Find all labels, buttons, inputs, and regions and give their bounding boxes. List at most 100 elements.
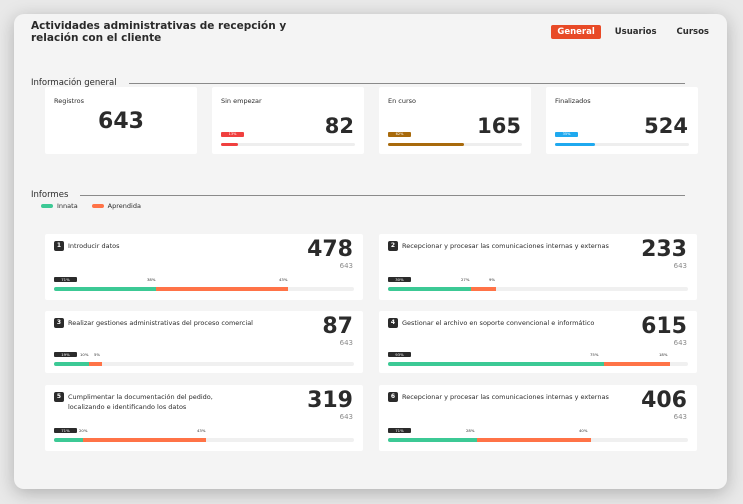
stat-value: 524 bbox=[644, 114, 688, 138]
aprendida-percent: 18% bbox=[659, 352, 668, 357]
percent-badge: 13% bbox=[221, 132, 244, 137]
aprendida-percent: 43% bbox=[279, 277, 288, 282]
report-total: 643 bbox=[673, 339, 687, 347]
report-header: 5 Cumplimentar la documentación del pedi… bbox=[54, 392, 294, 412]
innata-percent: 20% bbox=[79, 428, 88, 433]
report-header: 2 Recepcionar y procesar las comunicacio… bbox=[388, 241, 628, 251]
report-name: Recepcionar y procesar las comunicacione… bbox=[402, 393, 609, 401]
innata-percent: 38% bbox=[147, 277, 156, 282]
legend-swatch bbox=[41, 204, 53, 208]
legend-item-innata: Innata bbox=[41, 202, 78, 210]
report-value: 87 bbox=[322, 314, 353, 339]
report-header: 6 Recepcionar y procesar las comunicacio… bbox=[388, 392, 628, 402]
progress-track bbox=[388, 287, 688, 291]
report-number: 2 bbox=[388, 241, 398, 251]
progress-track bbox=[54, 287, 354, 291]
innata-segment bbox=[54, 438, 83, 442]
percent-badge: 19% bbox=[54, 352, 77, 357]
aprendida-segment bbox=[470, 287, 496, 291]
stat-label: Finalizados bbox=[555, 97, 591, 105]
legend-swatch bbox=[91, 204, 104, 208]
tab-bar: General Usuarios Cursos bbox=[551, 25, 715, 39]
progress-fill bbox=[555, 143, 596, 146]
stat-card-registros: Registros 643 bbox=[45, 87, 197, 154]
report-card-6[interactable]: 6 Recepcionar y procesar las comunicacio… bbox=[379, 385, 697, 451]
aprendida-percent: 43% bbox=[197, 428, 206, 433]
report-card-1[interactable]: 1 Introducir datos 478 643 71% 38% 43% bbox=[45, 234, 363, 300]
report-total: 643 bbox=[339, 413, 353, 421]
aprendida-segment bbox=[88, 362, 102, 366]
innata-segment bbox=[54, 287, 156, 291]
stat-label: En curso bbox=[388, 97, 417, 105]
progress-fill bbox=[388, 143, 465, 146]
report-name: Cumplimentar la documentación del pedido… bbox=[68, 393, 213, 411]
report-value: 478 bbox=[307, 237, 353, 262]
innata-segment bbox=[54, 362, 89, 366]
report-card-5[interactable]: 5 Cumplimentar la documentación del pedi… bbox=[45, 385, 363, 451]
report-value: 233 bbox=[641, 237, 687, 262]
stat-label: Registros bbox=[54, 97, 84, 105]
report-total: 643 bbox=[339, 339, 353, 347]
progress-track bbox=[388, 362, 688, 366]
innata-segment bbox=[388, 438, 477, 442]
report-number: 5 bbox=[54, 392, 64, 402]
percent-badge: 71% bbox=[388, 428, 411, 433]
report-card-3[interactable]: 3 Realizar gestiones administrativas del… bbox=[45, 311, 363, 373]
stat-value: 82 bbox=[324, 114, 354, 138]
report-name: Introducir datos bbox=[68, 242, 120, 250]
report-total: 643 bbox=[339, 262, 353, 270]
tab-usuarios[interactable]: Usuarios bbox=[614, 27, 657, 37]
report-header: 4 Gestionar el archivo en soporte conven… bbox=[388, 318, 628, 328]
page-title: Actividades administrativas de recepción… bbox=[31, 20, 287, 44]
stat-card-finalizados: Finalizados 524 35% bbox=[546, 87, 698, 154]
percent-badge: 71% bbox=[54, 277, 77, 282]
innata-percent: 27% bbox=[461, 277, 470, 282]
stat-value: 643 bbox=[98, 109, 144, 134]
aprendida-segment bbox=[156, 287, 288, 291]
progress-track bbox=[54, 438, 354, 442]
report-header: 1 Introducir datos bbox=[54, 241, 294, 251]
percent-badge: 35% bbox=[555, 132, 578, 137]
aprendida-percent: 5% bbox=[94, 352, 101, 357]
report-value: 319 bbox=[307, 388, 353, 413]
tab-general[interactable]: General bbox=[551, 25, 601, 39]
innata-percent: 75% bbox=[590, 352, 599, 357]
section-title: Informes bbox=[31, 190, 69, 200]
innata-segment bbox=[388, 362, 604, 366]
report-name: Gestionar el archivo en soporte convenci… bbox=[402, 319, 595, 327]
report-name: Realizar gestiones administrativas del p… bbox=[68, 319, 253, 327]
aprendida-segment bbox=[82, 438, 206, 442]
report-number: 4 bbox=[388, 318, 398, 328]
innata-percent: 28% bbox=[466, 428, 475, 433]
aprendida-percent: 9% bbox=[489, 277, 496, 282]
innata-percent: 10% bbox=[80, 352, 89, 357]
stat-card-en-curso: En curso 165 62% bbox=[379, 87, 531, 154]
stat-card-sin-empezar: Sin empezar 82 13% bbox=[212, 87, 364, 154]
report-value: 406 bbox=[641, 388, 687, 413]
legend-label: Innata bbox=[57, 202, 78, 210]
aprendida-segment bbox=[604, 362, 670, 366]
progress-track bbox=[221, 143, 355, 146]
progress-track bbox=[388, 143, 522, 146]
progress-track bbox=[555, 143, 689, 146]
aprendida-segment bbox=[476, 438, 591, 442]
report-value: 615 bbox=[641, 314, 687, 339]
aprendida-percent: 40% bbox=[579, 428, 588, 433]
stat-value: 165 bbox=[477, 114, 521, 138]
tab-cursos[interactable]: Cursos bbox=[676, 27, 709, 37]
progress-track bbox=[388, 438, 688, 442]
legend-label: Aprendida bbox=[107, 202, 141, 210]
percent-badge: 62% bbox=[388, 132, 411, 137]
innata-segment bbox=[388, 287, 471, 291]
report-name: Recepcionar y procesar las comunicacione… bbox=[402, 242, 609, 250]
percent-badge: 93% bbox=[388, 352, 411, 357]
report-card-2[interactable]: 2 Recepcionar y procesar las comunicacio… bbox=[379, 234, 697, 300]
report-card-4[interactable]: 4 Gestionar el archivo en soporte conven… bbox=[379, 311, 697, 373]
report-number: 1 bbox=[54, 241, 64, 251]
stat-label: Sin empezar bbox=[221, 97, 262, 105]
section-title: Información general bbox=[31, 78, 117, 88]
percent-badge: 71% bbox=[54, 428, 77, 433]
report-total: 643 bbox=[673, 413, 687, 421]
percent-badge: 30% bbox=[388, 277, 411, 282]
section-informes: Informes bbox=[31, 190, 685, 200]
